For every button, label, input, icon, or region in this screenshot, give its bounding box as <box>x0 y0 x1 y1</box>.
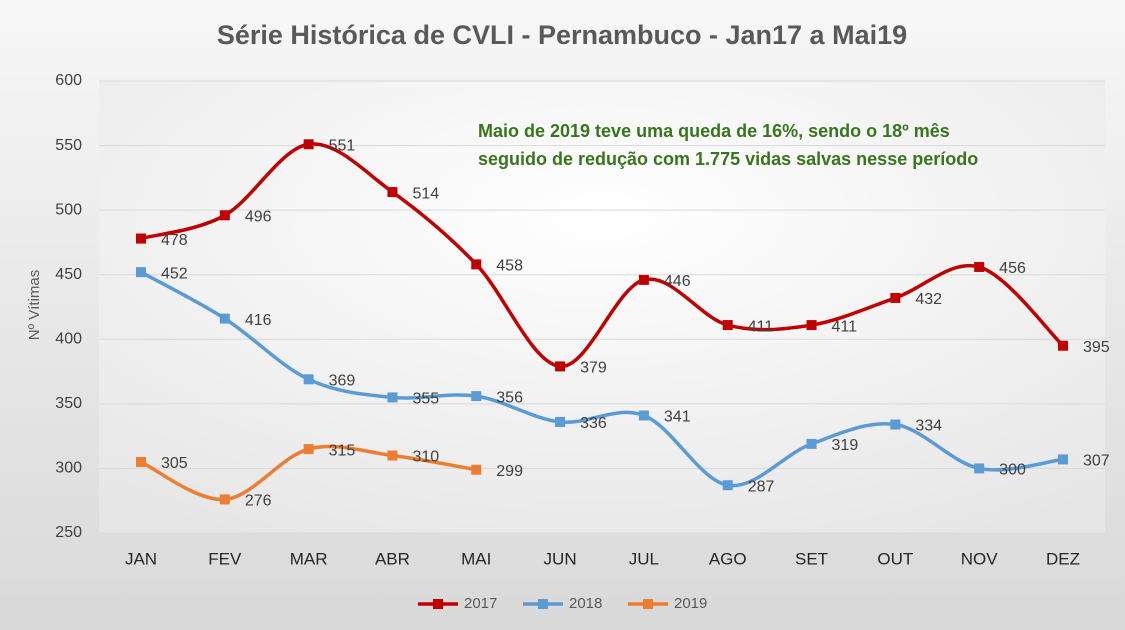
x-tick-label: NOV <box>961 549 999 568</box>
marker <box>974 261 985 272</box>
data-label: 446 <box>664 273 691 290</box>
data-label: 452 <box>161 265 188 282</box>
marker <box>136 233 146 244</box>
data-label: 276 <box>245 493 272 510</box>
annotation: seguido de redução com 1.775 vidas salva… <box>478 149 978 169</box>
marker <box>555 361 566 372</box>
legend-marker <box>538 599 548 609</box>
x-tick-label: DEZ <box>1046 549 1080 568</box>
data-label: 411 <box>748 318 774 335</box>
marker <box>555 416 566 427</box>
y-tick-label: 400 <box>55 331 82 348</box>
data-label: 395 <box>1083 339 1110 356</box>
data-label: 334 <box>915 418 942 435</box>
data-label: 299 <box>496 463 523 480</box>
data-label: 379 <box>580 360 607 377</box>
data-label: 319 <box>832 437 859 454</box>
data-label: 496 <box>245 209 272 226</box>
data-label: 551 <box>329 137 356 154</box>
x-tick-label: ABR <box>375 549 410 568</box>
chart-title: Série Histórica de CVLI - Pernambuco - J… <box>217 20 907 50</box>
marker <box>387 187 398 198</box>
data-label: 356 <box>496 389 523 406</box>
data-label: 336 <box>580 415 607 432</box>
series-line <box>140 270 1064 488</box>
x-tick-label: JUL <box>629 549 659 568</box>
x-tick-label: JUN <box>544 549 577 568</box>
data-label: 305 <box>161 455 188 472</box>
marker <box>638 274 649 285</box>
x-tick-label: MAR <box>290 549 328 568</box>
y-tick-label: 550 <box>55 137 82 154</box>
data-label: 456 <box>999 260 1026 277</box>
annotation: Maio de 2019 teve uma queda de 16%, send… <box>478 121 950 141</box>
marker <box>471 464 482 475</box>
x-tick-label: JAN <box>125 549 157 568</box>
y-tick-label: 350 <box>55 395 82 412</box>
data-label: 514 <box>412 185 439 202</box>
legend-label: 2017 <box>464 595 497 612</box>
x-tick-label: FEV <box>208 549 242 568</box>
marker <box>806 320 817 331</box>
data-label: 310 <box>412 449 439 466</box>
y-tick-label: 450 <box>55 266 82 283</box>
legend-label: 2018 <box>569 595 602 612</box>
marker <box>303 444 314 455</box>
x-tick-label: SET <box>795 549 828 568</box>
y-tick-label: 500 <box>55 201 82 218</box>
marker <box>387 392 398 403</box>
marker <box>974 463 985 474</box>
y-tick-label: 300 <box>55 460 82 477</box>
marker <box>471 259 482 270</box>
data-label: 416 <box>245 312 272 329</box>
y-tick-label: 600 <box>55 72 82 89</box>
marker <box>722 480 733 491</box>
marker <box>1058 340 1068 351</box>
marker <box>638 410 649 421</box>
legend-marker <box>643 599 653 609</box>
legend-marker <box>433 599 443 609</box>
x-tick-label: MAI <box>461 549 491 568</box>
data-label: 458 <box>496 258 523 275</box>
marker <box>219 494 230 505</box>
x-tick-label: AGO <box>709 549 747 568</box>
marker <box>303 139 314 150</box>
data-label: 411 <box>832 318 858 335</box>
marker <box>1058 454 1068 465</box>
marker <box>806 438 817 449</box>
data-label: 355 <box>412 391 439 408</box>
marker <box>219 313 230 324</box>
marker <box>136 456 146 467</box>
marker <box>471 391 482 402</box>
legend-label: 2019 <box>674 595 707 612</box>
marker <box>722 320 733 331</box>
marker <box>890 419 901 430</box>
data-label: 478 <box>161 232 188 249</box>
marker <box>136 267 146 278</box>
data-label: 369 <box>329 373 356 390</box>
plot-area <box>99 81 1105 533</box>
data-label: 287 <box>748 478 775 495</box>
data-label: 307 <box>1083 453 1110 470</box>
x-tick-label: OUT <box>877 549 913 568</box>
data-label: 432 <box>915 291 942 308</box>
marker <box>890 292 901 303</box>
marker <box>387 450 398 461</box>
marker <box>219 210 230 221</box>
marker <box>303 374 314 385</box>
data-label: 300 <box>999 462 1026 479</box>
data-label: 315 <box>329 442 356 459</box>
data-label: 341 <box>664 409 691 426</box>
y-axis-label: Nº Vítimas <box>26 270 43 341</box>
y-tick-label: 250 <box>55 524 82 541</box>
